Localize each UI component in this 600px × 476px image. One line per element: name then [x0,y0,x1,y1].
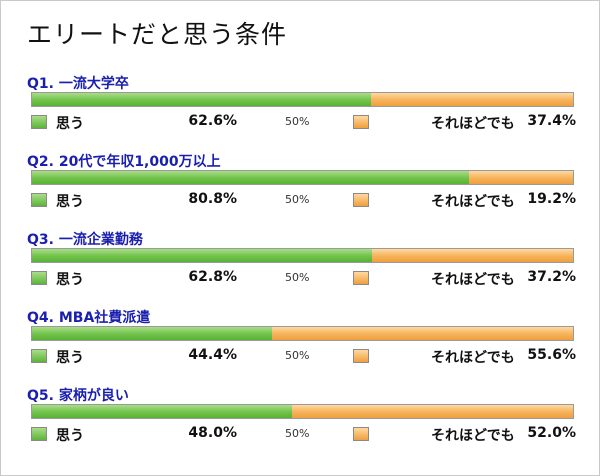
legend-swatch-yes [31,427,47,441]
bar-track [31,326,574,341]
legend-swatch-no [353,115,369,129]
legend-swatch-no [353,193,369,207]
value-label-no: 37.2% [527,269,576,285]
question-block: Q5. 家柄が良い思う 48.0% 50% それほどでも 52.0% [1,385,599,465]
value-label-no: 55.6% [527,347,576,363]
bar-segment-yes [32,249,372,262]
bar-segment-yes [32,93,371,106]
value-label-yes: 44.4% [188,347,237,363]
bar-segment-no [272,327,573,340]
bar-segment-yes [32,171,469,184]
midpoint-label: 50% [285,349,310,362]
legend-label-yes: 思う [56,428,84,444]
question-label: Q5. 家柄が良い [27,388,129,404]
legend-label-no: それほどでも [431,194,515,210]
midpoint-label: 50% [285,271,310,284]
bar-segment-yes [32,405,292,418]
legend-label-no: それほどでも [431,272,515,288]
value-label-yes: 80.8% [188,191,237,207]
chart-title: エリートだと思う条件 [27,20,288,49]
question-block: Q4. MBA社費派遣思う 44.4% 50% それほどでも 55.6% [1,307,599,387]
bar-track [31,92,574,107]
question-label: Q4. MBA社費派遣 [27,310,151,326]
legend-swatch-no [353,427,369,441]
question-block: Q3. 一流企業勤務思う 62.8% 50% それほどでも 37.2% [1,229,599,309]
legend-label-yes: 思う [56,194,84,210]
legend-swatch-yes [31,115,47,129]
question-block: Q2. 20代で年収1,000万以上思う 80.8% 50% それほどでも 19.2% [1,151,599,231]
value-label-no: 52.0% [527,425,576,441]
legend-label-yes: 思う [56,116,84,132]
value-label-yes: 48.0% [188,425,237,441]
legend-label-yes: 思う [56,272,84,288]
value-label-yes: 62.8% [188,269,237,285]
question-label: Q3. 一流企業勤務 [27,232,143,248]
value-label-yes: 62.6% [188,113,237,129]
bar-track [31,404,574,419]
bar-segment-no [371,93,573,106]
question-label: Q1. 一流大学卒 [27,76,129,92]
legend-swatch-no [353,271,369,285]
legend-swatch-yes [31,271,47,285]
legend-label-no: それほどでも [431,350,515,366]
value-label-no: 37.4% [527,113,576,129]
bar-segment-no [372,249,573,262]
bar-track [31,170,574,185]
bar-segment-no [469,171,573,184]
bar-segment-yes [32,327,272,340]
midpoint-label: 50% [285,427,310,440]
legend-swatch-no [353,349,369,363]
bar-track [31,248,574,263]
question-label: Q2. 20代で年収1,000万以上 [27,154,221,170]
midpoint-label: 50% [285,115,310,128]
legend-label-no: それほどでも [431,116,515,132]
bar-segment-no [292,405,573,418]
legend-swatch-yes [31,349,47,363]
legend-swatch-yes [31,193,47,207]
legend-label-no: それほどでも [431,428,515,444]
midpoint-label: 50% [285,193,310,206]
value-label-no: 19.2% [527,191,576,207]
legend-label-yes: 思う [56,350,84,366]
question-block: Q1. 一流大学卒思う 62.6% 50% それほどでも 37.4% [1,73,599,153]
